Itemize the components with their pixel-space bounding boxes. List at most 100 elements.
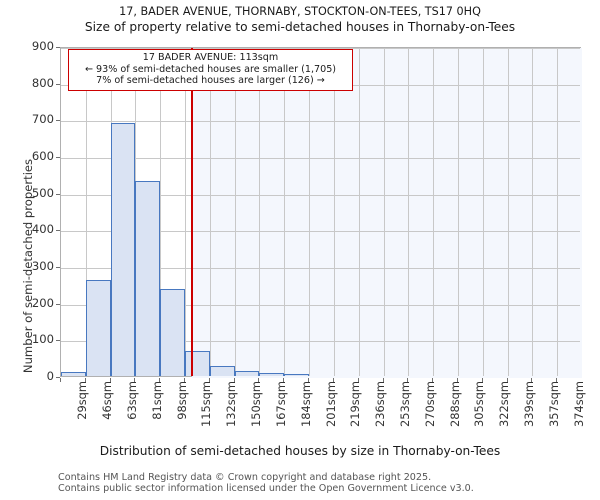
x-axis-tick-label: 322sqm	[497, 381, 512, 428]
y-axis-tickmark	[56, 120, 60, 122]
gridline-vertical	[457, 48, 459, 376]
gridline-vertical	[259, 48, 261, 376]
y-axis: Number of semi-detached properties 0 100 2…	[0, 41, 54, 382]
y-axis-tickmark	[56, 340, 60, 342]
gridline-vertical	[433, 48, 435, 376]
gridline-vertical	[532, 48, 534, 376]
x-axis-tick-label: 167sqm	[273, 381, 288, 428]
x-axis-tickmark	[159, 378, 161, 382]
x-axis-tick-label: 357sqm	[546, 381, 561, 428]
histogram-bar	[259, 373, 285, 376]
y-axis-tick-label: 300	[31, 259, 54, 274]
histogram-bar	[234, 371, 260, 376]
y-axis-tick-label: 700	[31, 112, 54, 127]
x-axis-tickmark	[308, 378, 310, 382]
title-block: 17, BADER AVENUE, THORNABY, STOCKTON-ON-…	[0, 4, 600, 36]
x-axis-tickmark	[134, 378, 136, 382]
gridline-vertical	[185, 48, 187, 376]
y-axis-tickmark	[56, 193, 60, 195]
y-axis-tick-label: 800	[31, 75, 54, 90]
y-axis-tick-label: 200	[31, 295, 54, 310]
property-size-marker-line	[191, 48, 193, 376]
y-axis-tick-label: 500	[31, 185, 54, 200]
x-axis-tickmark	[456, 378, 458, 382]
annotation-line-larger: 7% of semi-detached houses are larger (1…	[96, 75, 325, 87]
x-axis-tick-label: 132sqm	[224, 381, 239, 428]
x-axis-tickmark	[481, 378, 483, 382]
annotation-line-smaller: ← 93% of semi-detached houses are smalle…	[84, 63, 337, 75]
property-annotation-box: 17 BADER AVENUE: 113sqm ← 93% of semi-de…	[68, 49, 353, 91]
x-axis-tick-label: 219sqm	[348, 381, 363, 428]
gridline-vertical	[160, 48, 162, 376]
gridline-horizontal	[61, 231, 580, 233]
gridline-vertical	[507, 48, 509, 376]
x-axis-tickmark	[283, 378, 285, 382]
histogram-bar	[110, 122, 136, 376]
y-axis-tick-label: 400	[31, 222, 54, 237]
gridline-horizontal	[61, 158, 580, 159]
x-axis-tickmark	[184, 378, 186, 382]
histogram-bar	[185, 351, 210, 376]
histogram-bar	[85, 280, 111, 376]
page-subtitle: Size of property relative to semi-detach…	[84, 20, 516, 34]
y-axis-tick-label: 100	[31, 332, 54, 347]
page-title: 17, BADER AVENUE, THORNABY, STOCKTON-ON-…	[119, 5, 481, 18]
x-axis-tickmark	[258, 378, 260, 382]
y-axis-tickmark	[56, 267, 60, 268]
larger-region-shading	[192, 48, 582, 378]
gridline-horizontal	[61, 48, 580, 49]
x-axis-tickmark	[556, 378, 558, 382]
y-axis-tickmark	[56, 377, 60, 378]
footer-line-1: Contains HM Land Registry data © Crown c…	[58, 472, 432, 483]
x-axis-tickmark	[382, 378, 384, 382]
footer: Contains HM Land Registry data © Crown c…	[58, 472, 598, 494]
histogram-bar	[61, 371, 86, 376]
x-axis-tick-label: 253sqm	[397, 381, 412, 428]
x-axis-tickmark	[60, 378, 61, 382]
x-axis-tick-label: 184sqm	[298, 381, 313, 428]
y-axis-tickmark	[56, 303, 60, 305]
histogram-bar	[135, 180, 161, 376]
x-axis-tick-label: 29sqm	[75, 381, 90, 420]
x-axis-tickmark	[357, 378, 359, 382]
x-axis-tickmark	[531, 378, 533, 382]
gridline-vertical	[309, 48, 311, 376]
y-axis-tick-label: 900	[31, 39, 54, 54]
gridline-vertical	[383, 48, 385, 376]
histogram-bar	[284, 374, 310, 376]
gridline-vertical	[557, 48, 559, 376]
histogram-bar	[209, 366, 235, 376]
footer-line-2: Contains public sector information licen…	[58, 483, 474, 495]
x-axis-tick-label: 305sqm	[472, 381, 487, 428]
gridline-vertical	[234, 48, 236, 376]
y-axis-tickmark	[56, 83, 60, 85]
gridline-vertical	[482, 48, 484, 376]
x-axis-tickmark	[84, 378, 86, 382]
x-axis-tick-label: 270sqm	[422, 381, 437, 428]
annotation-line-property: 17 BADER AVENUE: 113sqm	[142, 52, 279, 63]
x-axis-tick-label: 374sqm	[571, 381, 586, 428]
gridline-vertical	[284, 48, 286, 376]
x-axis-tickmark	[407, 378, 409, 382]
gridline-horizontal	[61, 341, 580, 343]
x-axis-tick-label: 236sqm	[373, 381, 388, 428]
x-axis-tickmark	[506, 378, 508, 382]
x-axis-tick-label: 339sqm	[521, 381, 536, 428]
x-axis-tick-label: 81sqm	[149, 381, 164, 420]
gridline-vertical	[358, 48, 360, 376]
x-axis-tickmark	[233, 378, 235, 382]
gridline-vertical	[209, 48, 211, 376]
gridline-vertical	[333, 48, 335, 376]
y-axis-tick-label: 0	[46, 369, 54, 384]
x-axis-tick-label: 63sqm	[125, 381, 140, 420]
histogram-bar	[160, 289, 186, 376]
x-axis-tickmark	[332, 378, 334, 382]
gridline-horizontal	[61, 304, 580, 306]
gridline-vertical	[85, 48, 87, 376]
x-axis-tickmark	[208, 378, 210, 382]
x-axis-tickmark	[109, 378, 111, 382]
gridline-horizontal	[61, 121, 580, 123]
gridline-horizontal	[61, 268, 580, 269]
x-axis-title: Distribution of semi-detached houses by …	[99, 444, 501, 458]
plot-area	[60, 47, 582, 378]
